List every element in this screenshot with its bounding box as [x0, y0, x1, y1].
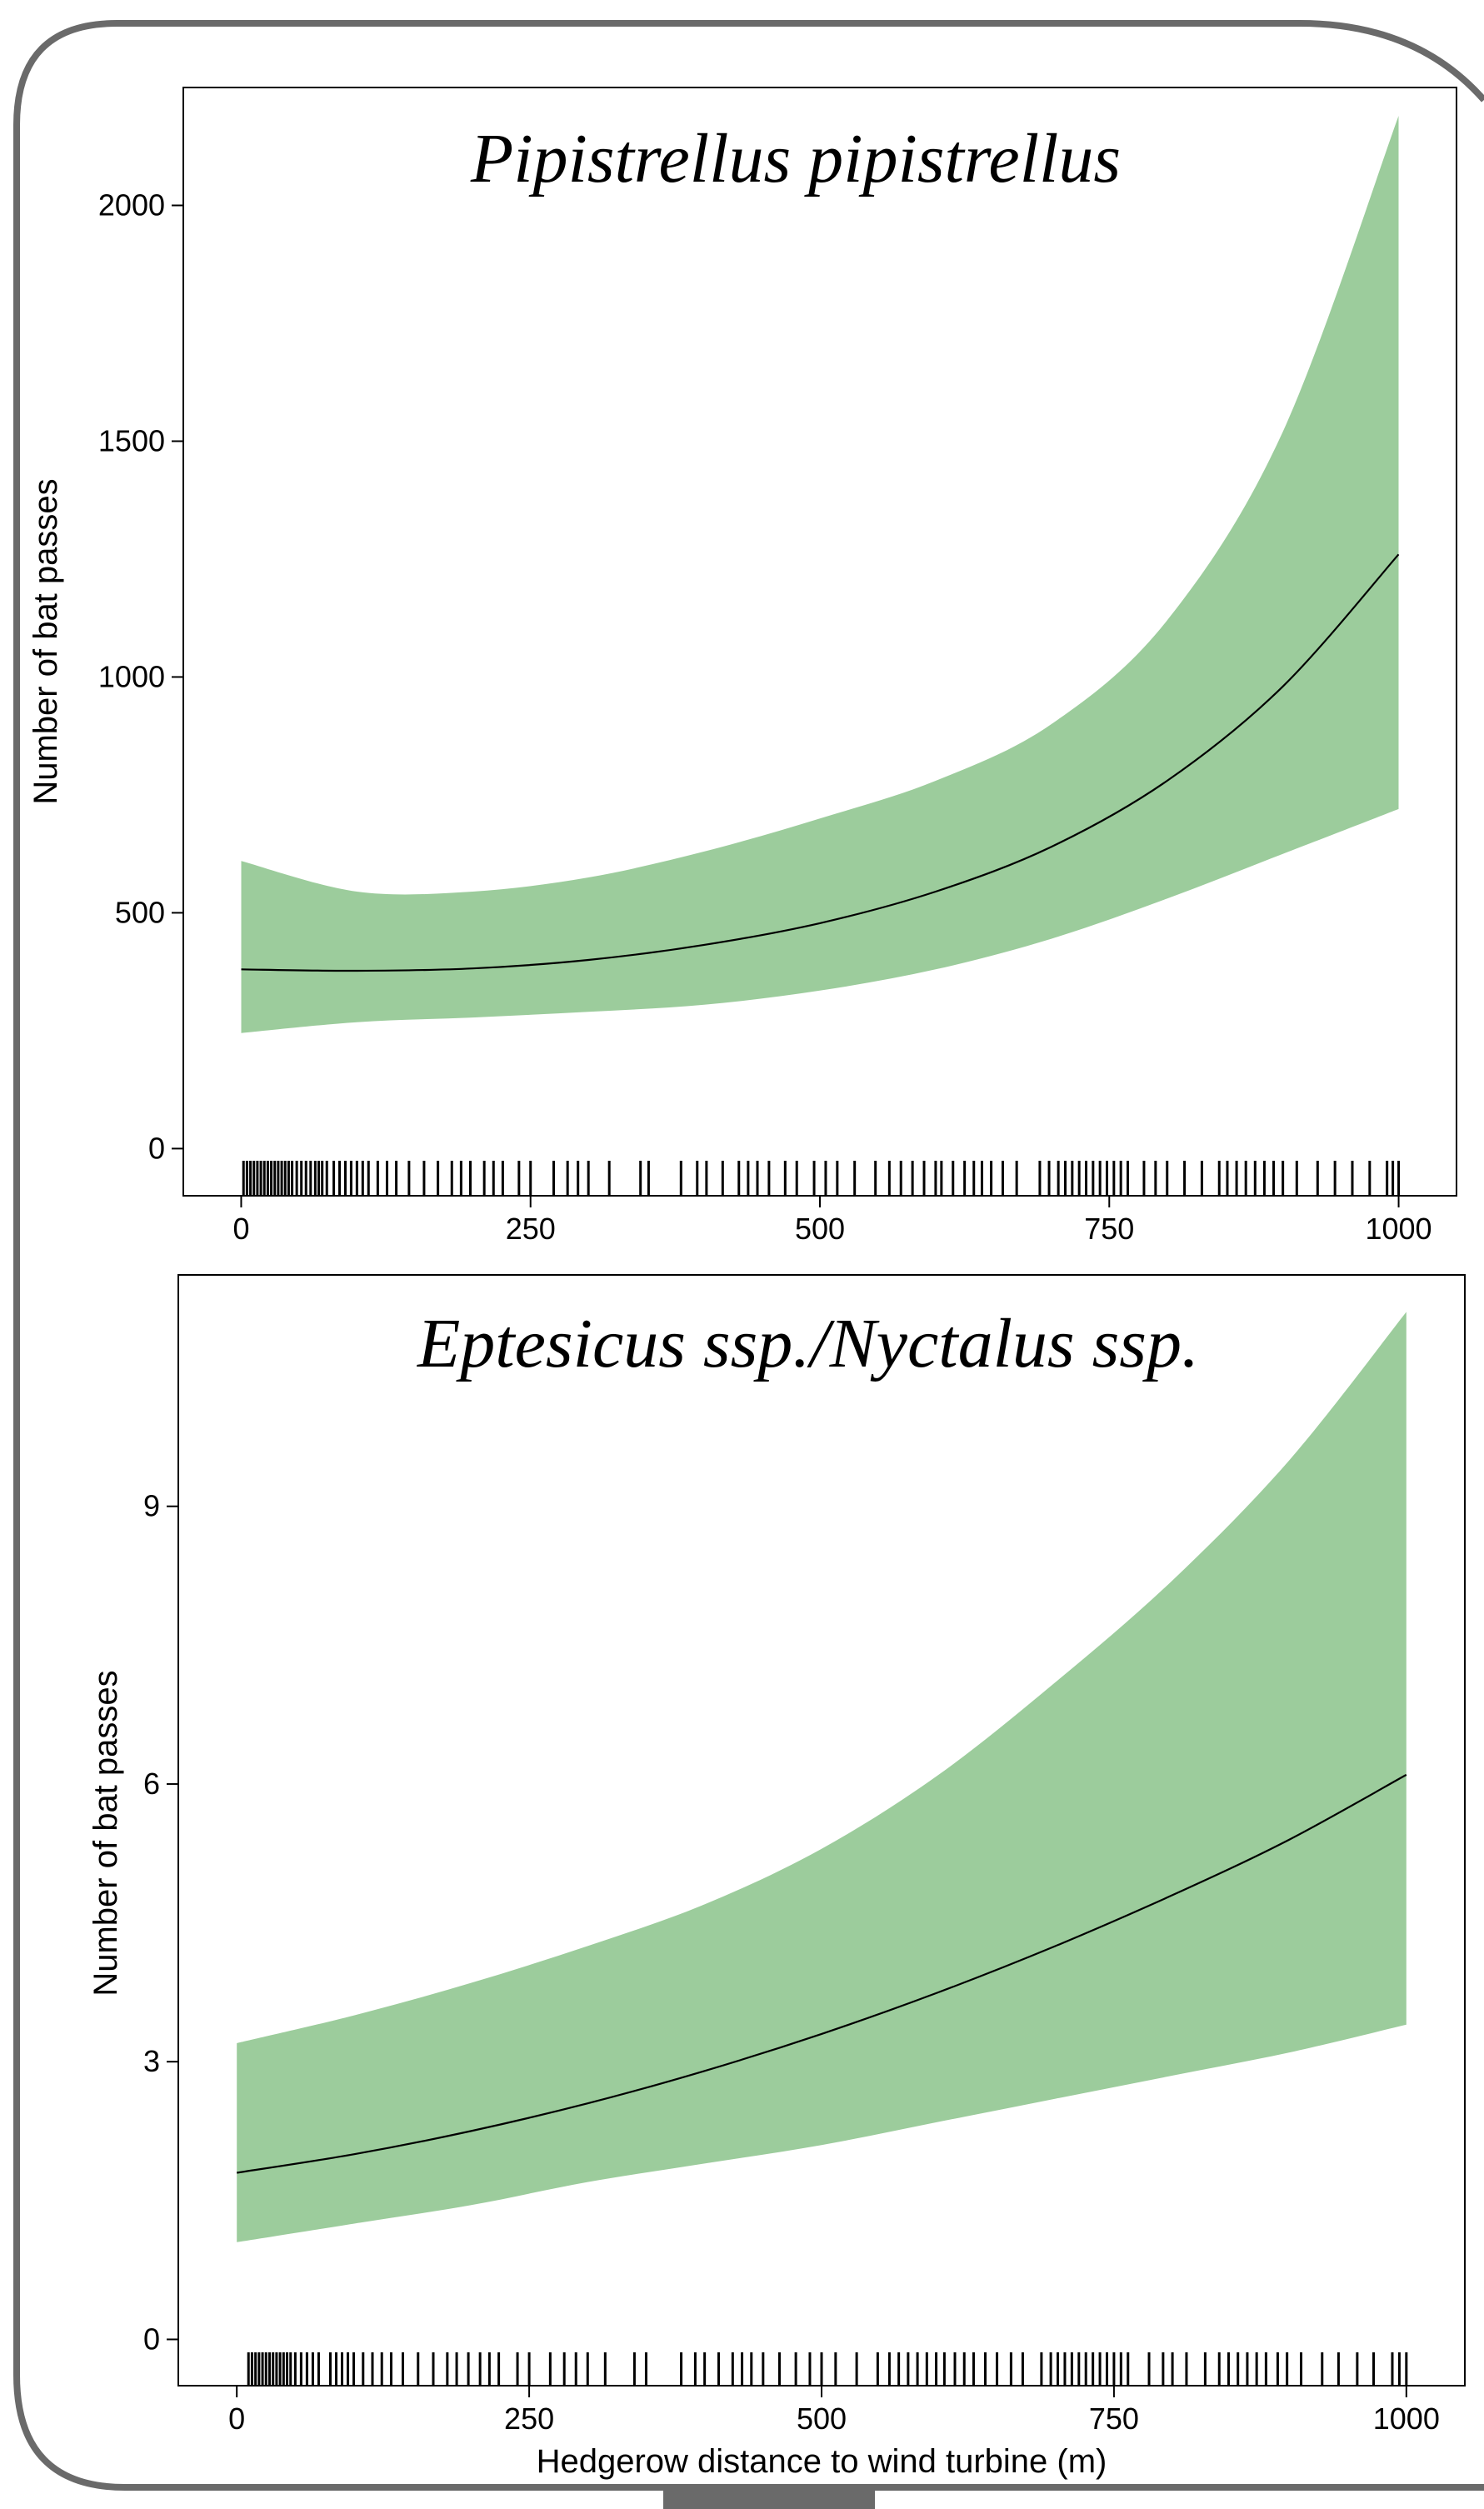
x-tick-label: 750 — [1089, 2402, 1139, 2436]
x-tick-label: 250 — [506, 1212, 556, 1246]
y-tick-label: 0 — [143, 2322, 160, 2356]
y-tick-label: 500 — [115, 895, 165, 929]
y-tick-label: 2000 — [98, 187, 165, 222]
panel-pipistrellus: 0 500 1000 1500 2000 0 250 500 750 1000 Pipistre… — [27, 87, 1457, 1246]
frame-border — [13, 20, 1484, 2491]
fitted-line — [241, 553, 1400, 972]
x-tick-label: 250 — [504, 2402, 554, 2436]
x-tick-label: 500 — [797, 2402, 847, 2436]
y-tick-label: 3 — [143, 2044, 160, 2078]
rug-ticks — [247, 2352, 1408, 2386]
y-tick-label: 1500 — [98, 423, 165, 457]
x-tick-label: 1000 — [1365, 1212, 1432, 1246]
y-axis-label: Number of bat passes — [87, 1670, 124, 1996]
y-axis: 0 3 6 9 — [143, 1489, 178, 2356]
panel-eptesicus-nyctalus: 0 3 6 9 0 250 500 750 1000 Eptesicus ssp./Nycta… — [87, 1274, 1466, 2480]
x-tick-label: 750 — [1084, 1212, 1134, 1246]
panel-title: Eptesicus ssp./Nyctalus ssp. — [417, 1305, 1199, 1382]
x-axis: 0 250 500 750 1000 — [228, 2386, 1440, 2436]
y-tick-label: 9 — [143, 1489, 160, 1523]
x-tick-label: 1000 — [1373, 2402, 1440, 2436]
y-tick-label: 1000 — [98, 659, 165, 693]
fitted-line — [237, 1773, 1407, 2174]
y-tick-label: 6 — [143, 1767, 160, 1801]
confidence-band — [241, 116, 1399, 1033]
x-tick-label: 0 — [228, 2402, 245, 2436]
y-tick-label: 0 — [148, 1131, 165, 1165]
y-axis: 0 500 1000 1500 2000 — [98, 187, 183, 1165]
rug-ticks — [242, 1161, 1401, 1196]
panel-title: Pipistrellus pipistrellus — [470, 120, 1121, 197]
y-axis-label: Number of bat passes — [27, 478, 64, 804]
frame-tab — [663, 2490, 875, 2509]
x-axis: 0 250 500 750 1000 — [232, 1196, 1432, 1246]
x-axis-label: Hedgerow distance to wind turbine (m) — [537, 2443, 1107, 2480]
x-tick-label: 0 — [232, 1212, 249, 1246]
confidence-band — [237, 1312, 1407, 2242]
x-tick-label: 500 — [795, 1212, 845, 1246]
